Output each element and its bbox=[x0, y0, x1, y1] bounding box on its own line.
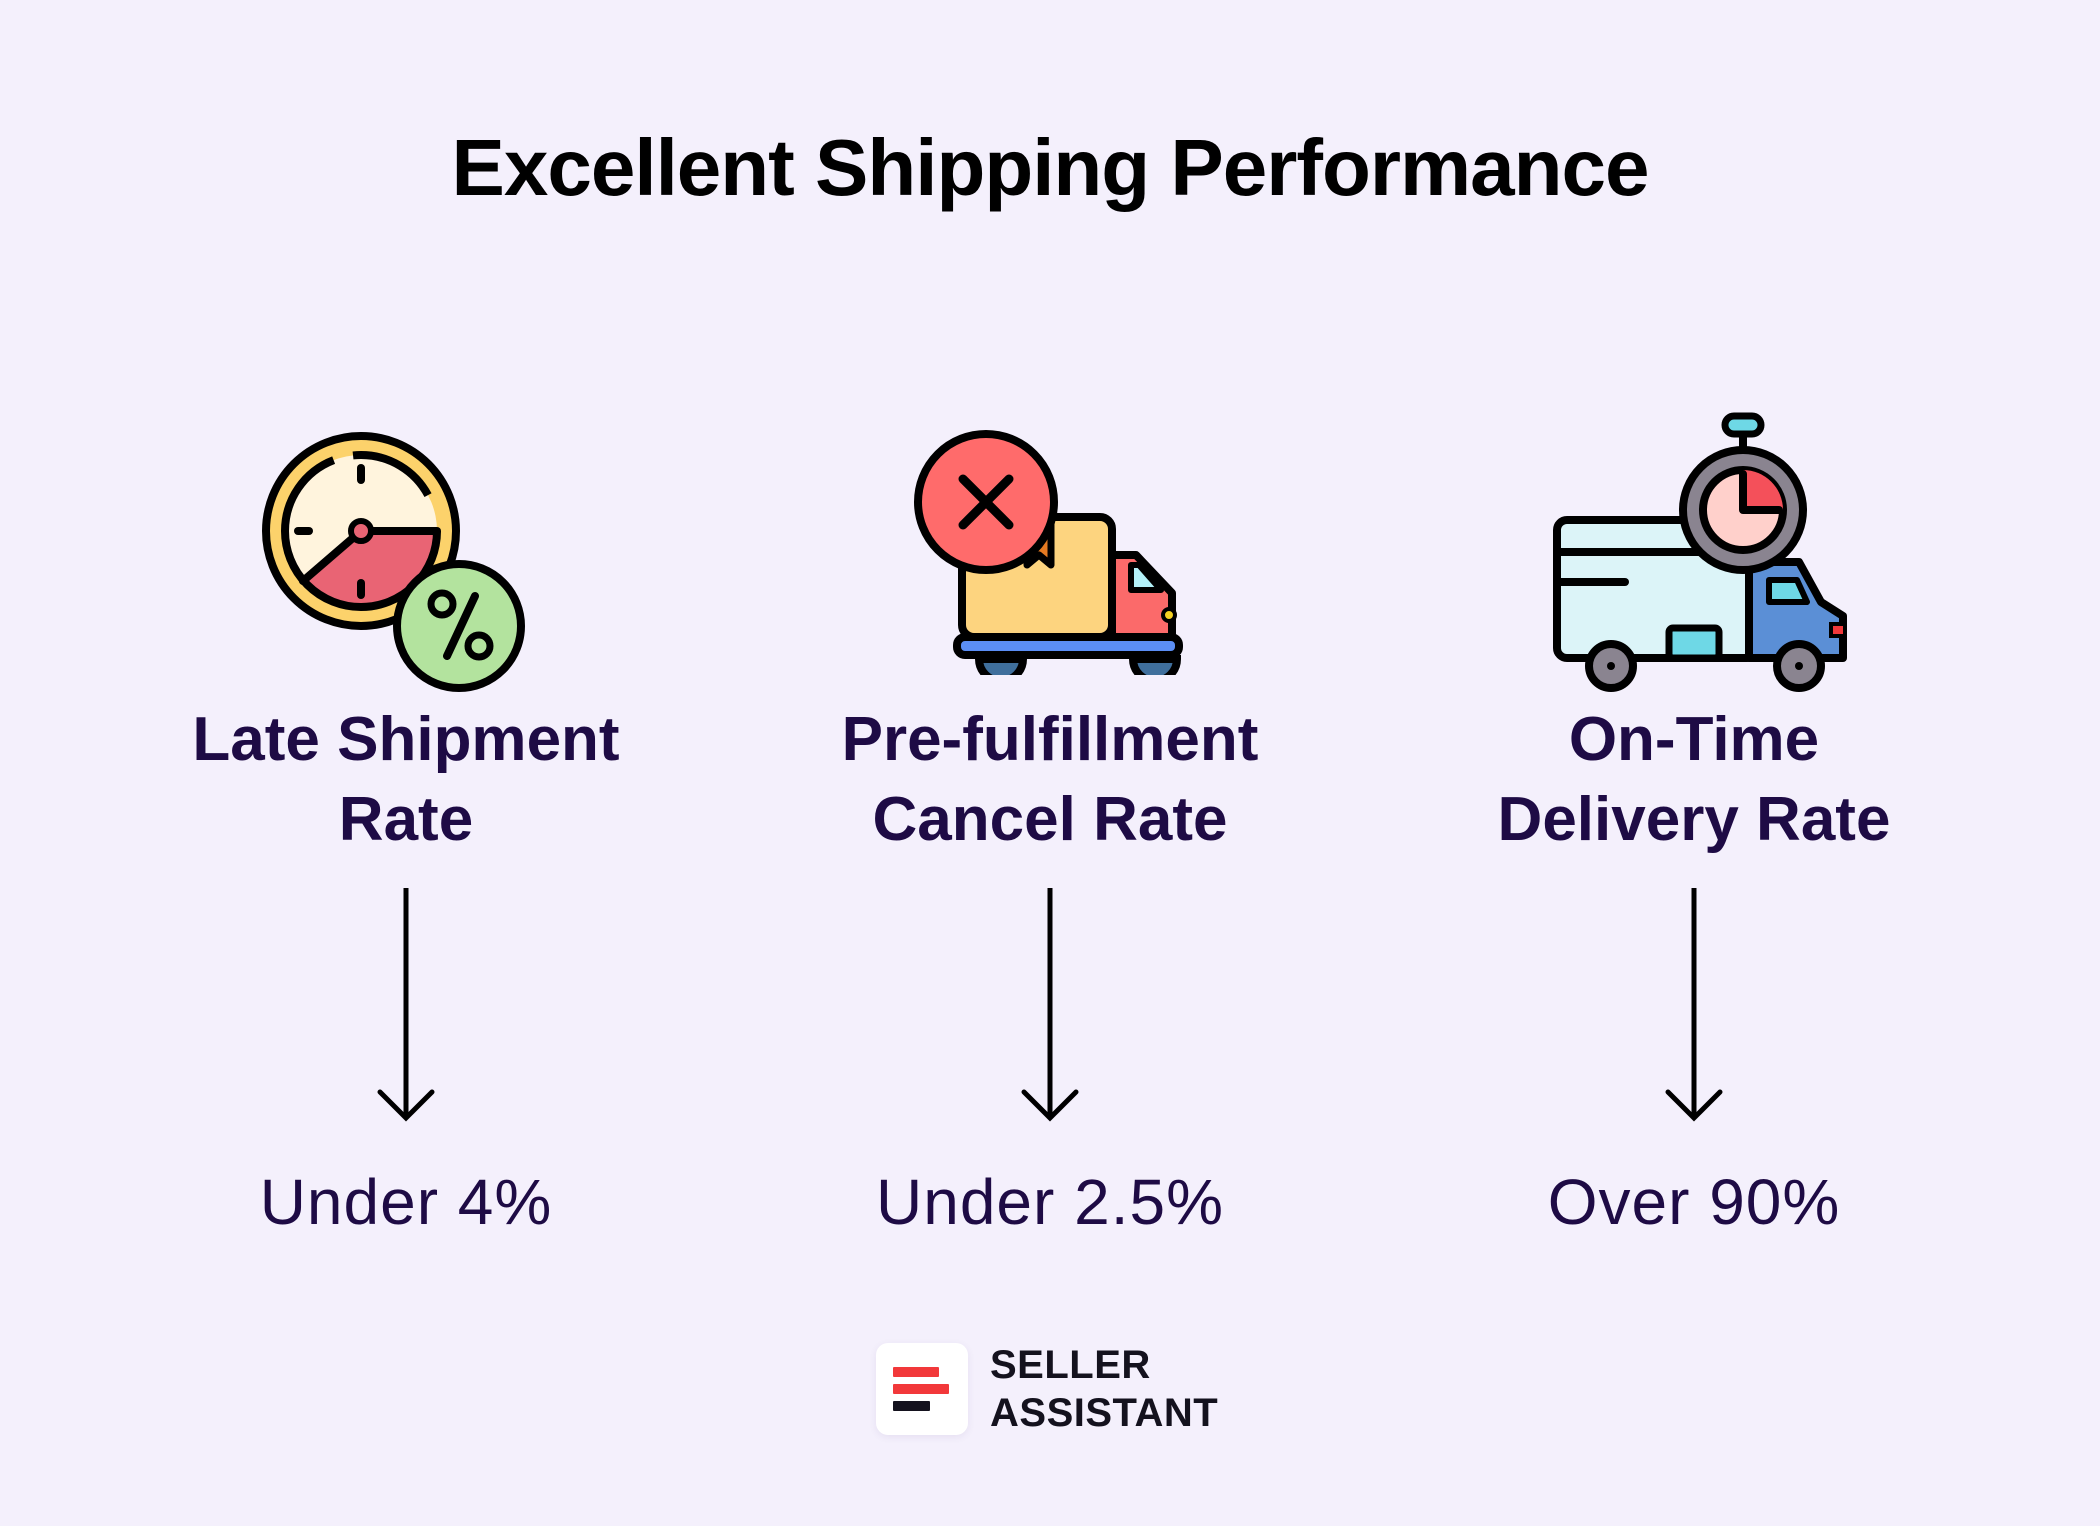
truck-stopwatch-icon bbox=[1553, 412, 1847, 692]
clock-percent-icon bbox=[262, 432, 525, 692]
truck-cancel-icon bbox=[914, 430, 1183, 675]
metric-late-shipment: Late Shipment Rate Under 4% bbox=[86, 0, 726, 1300]
metric-label: Pre-fulfillment Cancel Rate bbox=[841, 705, 1259, 854]
brand-logo: SELLER ASSISTANT bbox=[876, 1342, 1218, 1436]
metric-value: Under 4% bbox=[259, 1166, 553, 1238]
metric-value: Over 90% bbox=[1547, 1166, 1841, 1238]
logo-mark-icon bbox=[876, 1343, 968, 1435]
page-title: Excellent Shipping Performance bbox=[451, 123, 1650, 212]
metric-on-time-delivery: On-Time Delivery Rate Over 90% bbox=[1374, 0, 2014, 1300]
arrow-down-icon bbox=[1021, 888, 1079, 1122]
arrow-down-icon bbox=[1665, 888, 1723, 1122]
brand-name: SELLER ASSISTANT bbox=[990, 1343, 1219, 1435]
metric-label: Late Shipment Rate bbox=[192, 705, 620, 854]
metric-prefulfillment-cancel: Pre-fulfillment Cancel Rate Under 2.5% bbox=[730, 0, 1370, 1300]
metric-label: On-Time Delivery Rate bbox=[1497, 705, 1891, 854]
metric-value: Under 2.5% bbox=[876, 1166, 1224, 1238]
arrow-down-icon bbox=[377, 888, 435, 1122]
